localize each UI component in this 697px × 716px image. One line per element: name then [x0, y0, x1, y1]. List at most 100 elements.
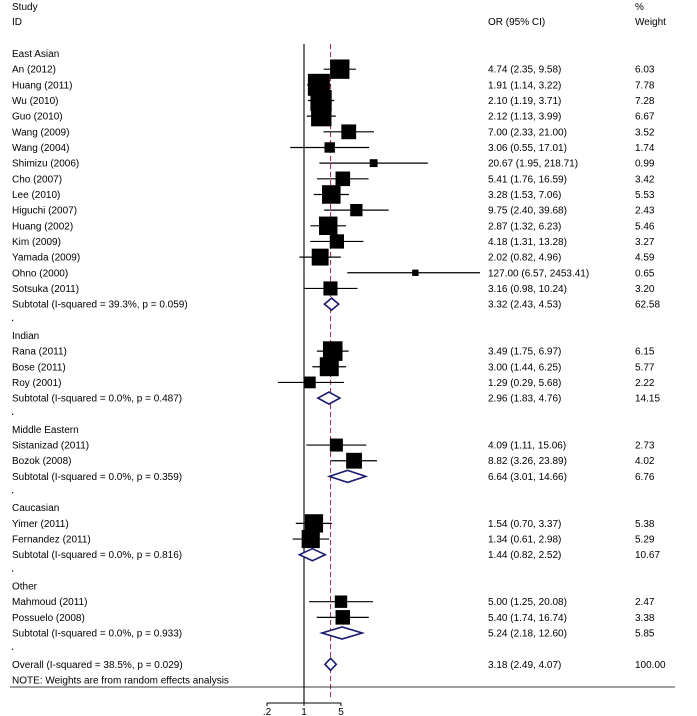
- study-label: Sistanizad (2011): [12, 441, 89, 452]
- study-or-ci: 1.29 (0.29, 5.68): [488, 378, 561, 389]
- spacer-dot: [12, 413, 14, 415]
- study-marker: [334, 595, 348, 608]
- study-label: Lee (2010): [12, 190, 60, 201]
- study-label: Yimer (2011): [12, 519, 69, 530]
- study-weight: 5.46: [635, 221, 655, 232]
- study-weight: 6.67: [635, 112, 655, 123]
- group-label: Indian: [12, 331, 39, 342]
- subtotal-or-ci: 3.32 (2.43, 4.53): [488, 300, 561, 311]
- study-marker: [319, 357, 339, 377]
- study-marker: [335, 610, 351, 625]
- overall-diamond: [323, 657, 338, 672]
- x-tick-label: 1: [301, 707, 307, 716]
- study-label: Bozok (2008): [12, 456, 71, 467]
- study-marker: [330, 59, 350, 79]
- study-or-ci: 1.91 (1.14, 3.22): [488, 80, 561, 91]
- study-marker: [335, 171, 351, 187]
- study-weight: 4.59: [635, 253, 655, 264]
- subtotal-weight: 6.76: [635, 472, 655, 483]
- study-marker: [369, 159, 378, 168]
- header-percent: %: [635, 2, 644, 13]
- study-weight: 3.20: [635, 284, 655, 295]
- study-weight: 7.78: [635, 80, 655, 91]
- study-label: Bose (2011): [12, 362, 66, 373]
- study-weight: 3.42: [635, 174, 655, 185]
- overall-or-ci: 3.18 (2.49, 4.07): [488, 660, 561, 671]
- study-label: Yamada (2009): [12, 253, 80, 264]
- study-marker: [350, 203, 363, 217]
- study-label: Mahmoud (2011): [12, 597, 87, 608]
- study-weight: 3.38: [635, 613, 655, 624]
- study-or-ci: 1.34 (0.61, 2.98): [488, 535, 561, 546]
- study-marker: [329, 438, 343, 452]
- study-weight: 2.43: [635, 206, 655, 217]
- study-or-ci: 1.54 (0.70, 3.37): [488, 519, 561, 530]
- study-or-ci: 5.41 (1.76, 16.59): [488, 174, 567, 185]
- study-label: Huang (2002): [12, 221, 73, 232]
- study-marker: [311, 105, 332, 127]
- study-label: An (2012): [12, 65, 56, 76]
- study-label: Cho (2007): [12, 174, 62, 185]
- study-weight: 6.03: [635, 65, 655, 76]
- subtotal-diamond: [316, 391, 342, 405]
- study-or-ci: 20.67 (1.95, 218.71): [488, 159, 578, 170]
- study-label: Wu (2010): [12, 96, 59, 107]
- study-label: Kim (2009): [12, 237, 61, 248]
- study-or-ci: 3.49 (1.75, 6.97): [488, 347, 561, 358]
- x-tick-label: .2: [263, 707, 272, 716]
- study-or-ci: 7.00 (2.33, 21.00): [488, 127, 567, 138]
- study-or-ci: 3.28 (1.53, 7.06): [488, 190, 561, 201]
- study-or-ci: 4.09 (1.11, 15.06): [488, 441, 566, 452]
- study-label: Fernandez (2011): [12, 535, 91, 546]
- study-weight: 7.28: [635, 96, 655, 107]
- study-weight: 5.77: [635, 362, 655, 373]
- overall-label: Overall (I-squared = 38.5%, p = 0.029): [12, 660, 183, 671]
- study-weight: 3.27: [635, 237, 655, 248]
- study-weight: 4.02: [635, 456, 655, 467]
- study-or-ci: 127.00 (6.57, 2453.41): [488, 268, 589, 279]
- spacer-dot: [12, 570, 14, 572]
- study-or-ci: 9.75 (2.40, 39.68): [488, 206, 567, 217]
- study-label: Sotsuka (2011): [12, 284, 79, 295]
- study-weight: 5.53: [635, 190, 655, 201]
- study-label: Rana (2011): [12, 347, 67, 358]
- study-label: Possuelo (2008): [12, 613, 85, 624]
- header-effect: OR (95% CI): [488, 17, 545, 28]
- study-marker: [322, 341, 343, 361]
- study-weight: 6.15: [635, 347, 655, 358]
- study-marker: [303, 376, 316, 389]
- footnote: NOTE: Weights are from random effects an…: [12, 676, 229, 687]
- subtotal-weight: 62.58: [635, 300, 660, 311]
- study-label: Roy (2001): [12, 378, 61, 389]
- study-label: Shimizu (2006): [12, 159, 79, 170]
- subtotal-weight: 10.67: [635, 550, 660, 561]
- subtotal-or-ci: 2.96 (1.83, 4.76): [488, 394, 561, 405]
- study-or-ci: 5.40 (1.74, 16.74): [488, 613, 567, 624]
- study-weight: 1.74: [635, 143, 655, 154]
- subtotal-diamond: [323, 297, 340, 312]
- spacer-dot: [12, 319, 14, 321]
- study-marker: [322, 185, 341, 204]
- study-marker: [304, 514, 324, 533]
- study-or-ci: 8.82 (3.26, 23.89): [488, 456, 567, 467]
- header-id: ID: [12, 17, 22, 28]
- study-or-ci: 4.18 (1.31, 13.28): [488, 237, 567, 248]
- spacer-dot: [12, 492, 14, 494]
- subtotal-diamond: [319, 626, 366, 640]
- study-or-ci: 2.12 (1.13, 3.99): [488, 112, 561, 123]
- subtotal-or-ci: 5.24 (2.18, 12.60): [488, 629, 567, 640]
- study-weight: 5.38: [635, 519, 655, 530]
- study-label: Wang (2004): [12, 143, 69, 154]
- subtotal-or-ci: 6.64 (3.01, 14.66): [488, 472, 567, 483]
- study-marker: [311, 248, 329, 266]
- header-study: Study: [12, 2, 38, 13]
- study-weight: 0.99: [635, 159, 655, 170]
- subtotal-diamond: [297, 547, 328, 562]
- study-or-ci: 2.02 (0.82, 4.96): [488, 253, 561, 264]
- study-marker: [329, 234, 345, 249]
- subtotal-label: Subtotal (I-squared = 39.3%, p = 0.059): [12, 300, 188, 311]
- group-label: East Asian: [12, 49, 59, 60]
- study-marker: [324, 142, 335, 153]
- subtotal-or-ci: 1.44 (0.82, 2.52): [488, 550, 561, 561]
- study-label: Wang (2009): [12, 127, 69, 138]
